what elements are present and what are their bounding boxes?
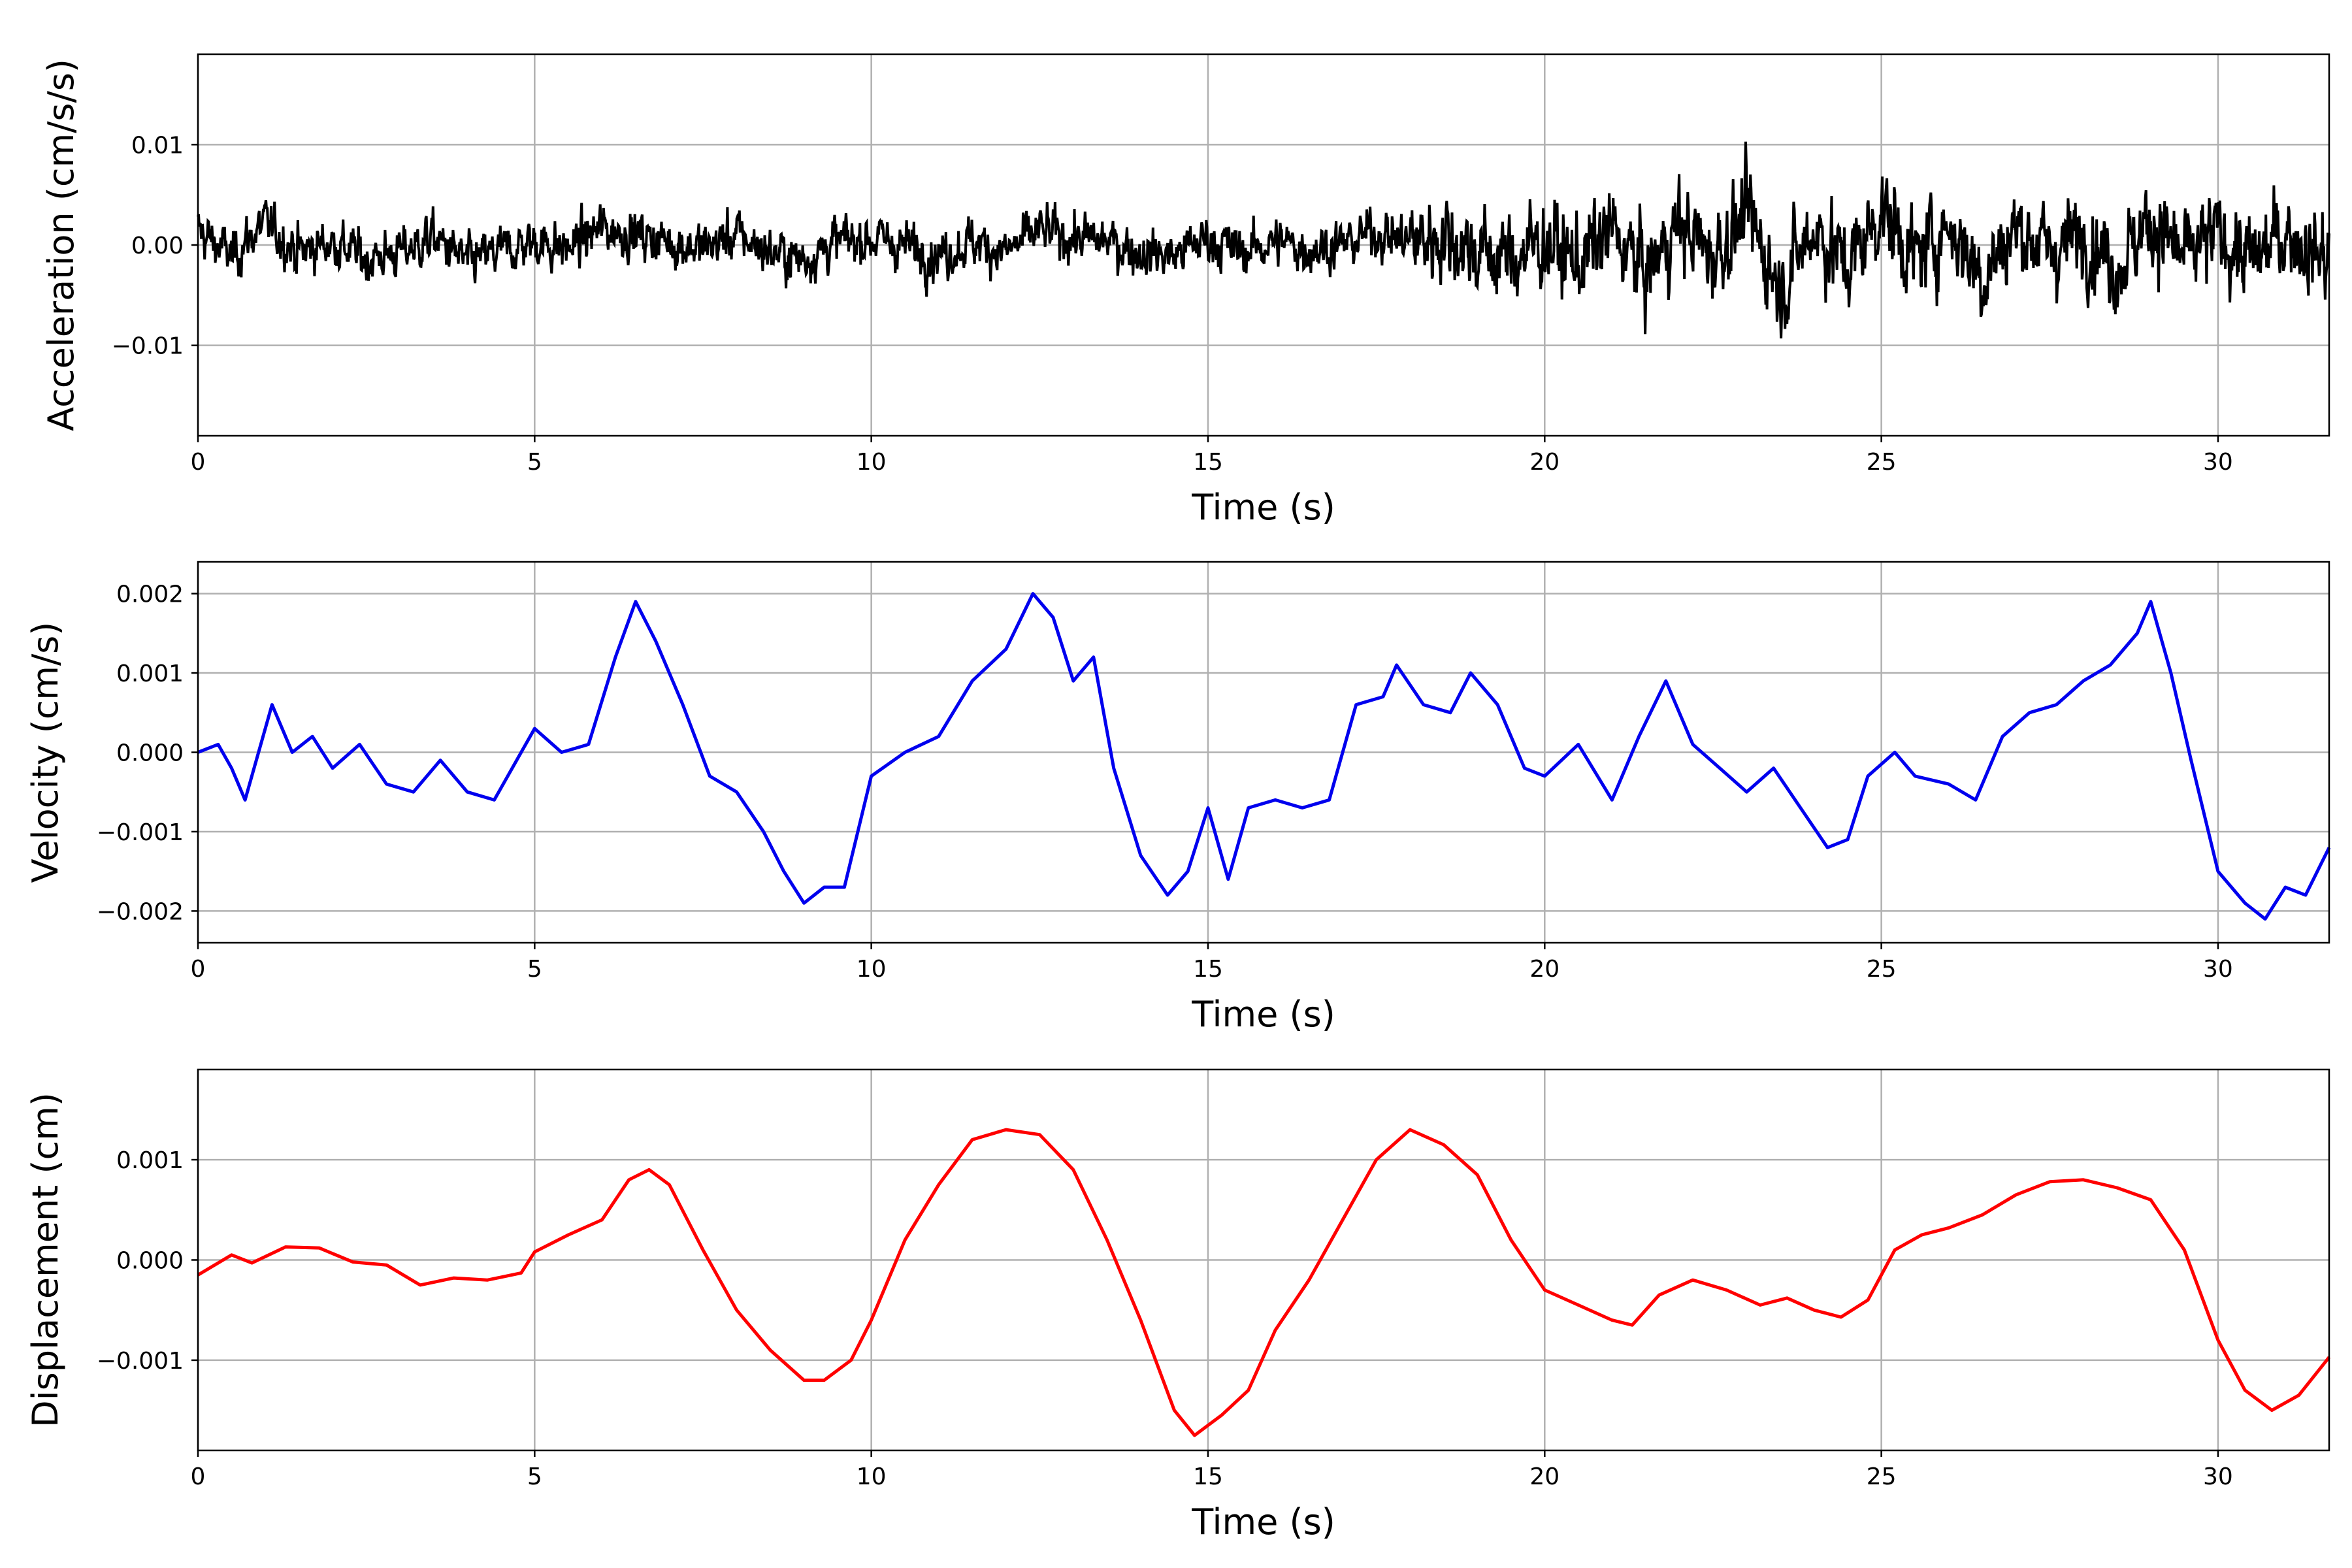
velocity-x-ticks: 0 5 10 15 20 25 30 [191,943,2233,983]
acceleration-x-tick-label: 15 [1193,449,1223,476]
acceleration-x-axis-label: Time (s) [1191,487,1335,528]
velocity-y-tick-label: 0.002 [116,581,184,608]
velocity-line [197,592,2331,921]
acceleration-x-tick-label: 25 [1867,449,1897,476]
displacement-x-tick-label: 5 [527,1463,542,1490]
velocity-x-tick-label: 30 [2203,956,2233,983]
velocity-y-tick-label: 0.001 [116,661,184,687]
acceleration-panel: 0 5 10 15 20 25 30 −0.01 0.00 0.01 Time (s) Acce… [41,53,2330,528]
velocity-grid [197,562,2329,943]
displacement-panel: 0 5 10 15 20 25 30 −0.001 0.000 0.001 Time (s) D… [25,1068,2330,1543]
velocity-x-tick-label: 15 [1193,956,1223,983]
velocity-x-axis-label: Time (s) [1191,994,1335,1035]
velocity-x-tick-label: 0 [191,956,206,983]
acceleration-y-ticks: −0.01 0.00 0.01 [112,132,198,360]
displacement-y-axis-label: Displacement (cm) [25,1092,66,1428]
acceleration-y-tick-label: 0.00 [131,233,184,259]
displacement-x-tick-label: 30 [2203,1463,2233,1490]
displacement-x-tick-label: 20 [1529,1463,1560,1490]
displacement-x-tick-label: 10 [857,1463,887,1490]
displacement-x-tick-label: 0 [191,1463,206,1490]
velocity-x-tick-label: 20 [1529,956,1560,983]
acceleration-x-ticks: 0 5 10 15 20 25 30 [191,436,2233,476]
velocity-y-axis-label: Velocity (cm/s) [25,622,66,883]
displacement-y-ticks: −0.001 0.000 0.001 [97,1147,198,1375]
displacement-line [197,1128,2330,1437]
acceleration-y-tick-label: 0.01 [131,132,184,159]
velocity-panel: 0 5 10 15 20 25 30 −0.002 −0.001 0.000 0.001 0.002… [25,561,2331,1035]
displacement-y-tick-label: 0.001 [116,1147,184,1174]
acceleration-x-tick-label: 5 [527,449,542,476]
velocity-y-ticks: −0.002 −0.001 0.000 0.001 0.002 [97,581,198,925]
displacement-x-tick-label: 25 [1867,1463,1897,1490]
velocity-y-tick-label: 0.000 [116,740,184,767]
acceleration-y-axis-label: Acceleration (cm/s/s) [41,59,82,431]
acceleration-x-tick-label: 10 [857,449,887,476]
velocity-x-tick-label: 5 [527,956,542,983]
velocity-x-tick-label: 10 [857,956,887,983]
velocity-y-tick-label: −0.001 [97,819,184,846]
displacement-y-tick-label: −0.001 [97,1348,184,1375]
displacement-y-tick-label: 0.000 [116,1248,184,1275]
acceleration-x-tick-label: 20 [1529,449,1560,476]
velocity-x-tick-label: 25 [1867,956,1897,983]
velocity-y-tick-label: −0.002 [97,898,184,925]
displacement-x-ticks: 0 5 10 15 20 25 30 [191,1450,2233,1490]
acceleration-y-tick-label: −0.01 [112,333,184,360]
acceleration-x-tick-label: 0 [191,449,206,476]
displacement-x-axis-label: Time (s) [1191,1501,1335,1543]
acceleration-line [197,141,2330,338]
displacement-x-tick-label: 15 [1193,1463,1223,1490]
acceleration-x-tick-label: 30 [2203,449,2233,476]
